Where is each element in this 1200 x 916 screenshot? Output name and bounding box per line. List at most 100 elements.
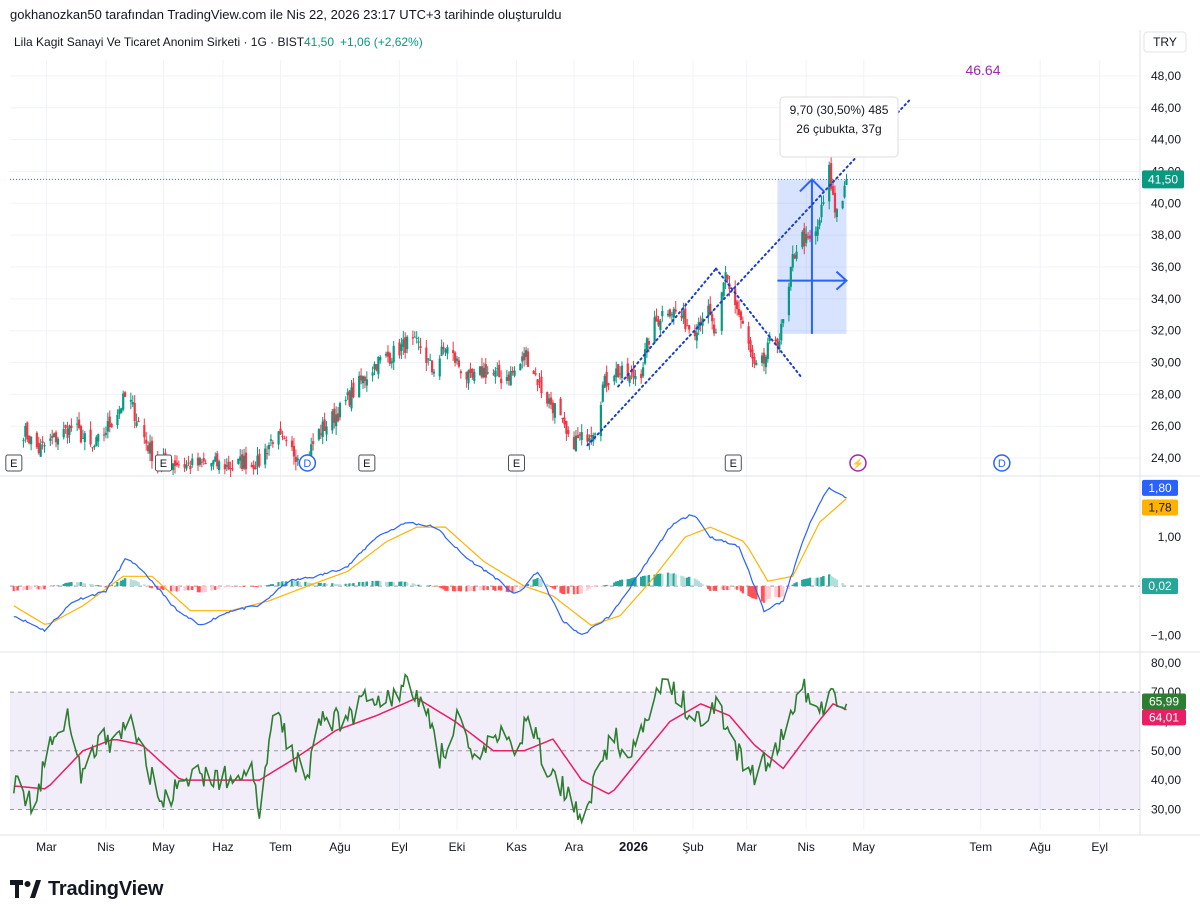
candle-body (440, 346, 443, 356)
candle-body (845, 179, 848, 185)
candle-body (269, 439, 273, 441)
candle-body (492, 373, 495, 375)
chart-svg[interactable]: E E D E E E ⚡ D Mar Nis May Haz Tem Ağu Eyl Eki Kas Ara 2… (0, 24, 1200, 876)
candle-body (576, 435, 579, 439)
dividend-marker-label: D (998, 458, 1006, 470)
trendline-1[interactable] (586, 98, 911, 447)
macd-histogram-bar (83, 583, 87, 587)
macd-histogram-bar (66, 582, 69, 587)
macd-histogram-bar (586, 586, 589, 591)
candle-body (764, 356, 767, 368)
macd-histogram-bar (281, 581, 284, 587)
candle-body (231, 468, 234, 470)
candle-body (523, 353, 526, 361)
candle-body (536, 379, 539, 386)
currency-button[interactable] (1143, 31, 1187, 53)
macd-histogram-bar (384, 581, 388, 587)
macd-histogram-bar (52, 585, 56, 587)
macd-histogram-bar (346, 584, 349, 587)
candle-body (43, 445, 46, 447)
macd-histogram-bar (254, 586, 257, 588)
candle-body (782, 319, 785, 324)
macd-histogram-bar (187, 586, 190, 591)
candle-body (91, 447, 94, 449)
macd-histogram-bar (37, 586, 40, 590)
candle-body (524, 350, 528, 357)
candle-body (805, 233, 808, 243)
macd-histogram-bar (607, 585, 610, 587)
candle-body (768, 336, 771, 341)
x-tick-label: May (152, 840, 175, 854)
x-tick-label: May (852, 840, 875, 854)
price-y-tick: 40,00 (1151, 196, 1181, 210)
macd-histogram-bar (473, 586, 476, 592)
tradingview-logo[interactable]: TradingView (10, 876, 163, 902)
macd-histogram-bar (120, 580, 123, 587)
chart-area[interactable]: E E D E E E ⚡ D Mar Nis May Haz Tem Ağu Eyl Eki Kas Ara 2… (0, 24, 1200, 876)
candle-body (89, 429, 92, 445)
rsi-line (13, 672, 848, 826)
macd-histogram-bar (183, 586, 186, 591)
candle-body (379, 357, 382, 361)
macd-histogram-bar (79, 582, 83, 587)
candle-body (56, 438, 60, 445)
rsi-panel (13, 672, 848, 826)
trendline-3[interactable] (617, 267, 718, 388)
candle-body (290, 440, 294, 448)
candle-body (390, 361, 393, 364)
candle-body (586, 434, 589, 442)
candle-body (371, 372, 374, 376)
candle-body (592, 434, 595, 442)
candle-body (210, 463, 213, 467)
macd-histogram-bar (494, 586, 497, 591)
candle-body (482, 367, 485, 378)
rsi-y-tick: 30,00 (1151, 802, 1181, 816)
macd-histogram-bar (54, 585, 58, 587)
candle-body (264, 448, 267, 465)
macd-y-tick: −1,00 (1151, 628, 1182, 642)
candle-body (833, 192, 837, 213)
macd-histogram-bar (833, 578, 837, 587)
candle-body (102, 434, 106, 436)
measure-box[interactable] (777, 178, 848, 334)
macd-histogram-bar (375, 580, 378, 587)
candle-body (751, 349, 754, 359)
macd-histogram-bar (766, 586, 770, 599)
candle-body (509, 371, 512, 386)
candle-body (532, 370, 535, 375)
macd-histogram-bar (392, 582, 395, 587)
candle-body (680, 315, 683, 318)
macd-histogram-bar (442, 586, 445, 590)
candle-body (122, 393, 125, 410)
price-y-tick: 30,00 (1151, 356, 1181, 370)
candle-body (359, 375, 363, 381)
candle-body (549, 397, 553, 405)
symbol-title: Lila Kagit Sanayi Ve Ticaret Anonim Sirk… (14, 35, 305, 49)
candle-body (712, 324, 716, 334)
macd-histogram-bar (267, 584, 271, 587)
macd-histogram-bar (831, 577, 835, 587)
candle-body (384, 353, 388, 356)
macd-histogram-bar (402, 581, 405, 587)
macd-histogram-bar (390, 581, 393, 587)
trendline-2[interactable] (715, 267, 804, 380)
macd-histogram-bar (509, 586, 512, 593)
candle-body (277, 431, 280, 445)
candle-body (137, 420, 140, 422)
earnings-marker-label: E (160, 458, 167, 470)
macd-histogram-bar (148, 586, 152, 588)
candle-body (480, 366, 484, 378)
macd-histogram-bar (701, 584, 704, 587)
candle-body (469, 368, 472, 373)
candle-body (741, 320, 744, 324)
candle-body (484, 363, 487, 378)
macd-histogram-bar (104, 586, 108, 588)
rsi-ma-line (13, 697, 847, 795)
candle-body (106, 421, 109, 432)
candle-body (749, 340, 752, 353)
candle-body (285, 440, 288, 442)
trendlines[interactable] (586, 98, 911, 447)
candle-body (820, 204, 823, 218)
macd-histogram-bar (319, 582, 322, 587)
macd-histogram-bar (726, 586, 729, 591)
